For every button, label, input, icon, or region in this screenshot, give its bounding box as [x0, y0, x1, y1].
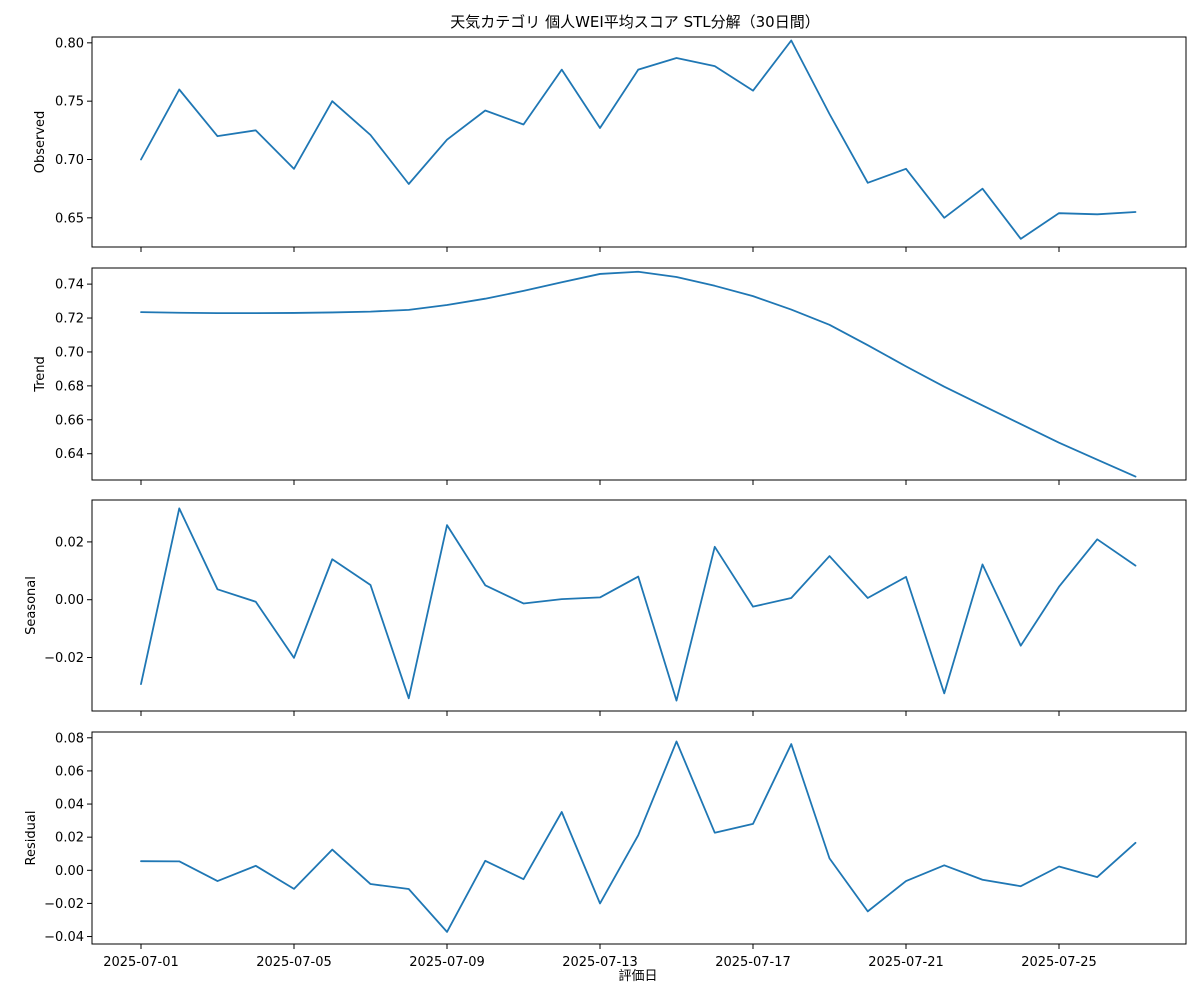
trend-axes-frame	[91, 267, 1187, 481]
observed-axes-frame	[91, 36, 1187, 248]
observed-ytick-label: 0.70	[55, 153, 84, 168]
trend-ytick-label: 0.74	[55, 278, 84, 293]
chart-title: 天気カテゴリ 個人WEI平均スコア STL分解（30日間）	[450, 13, 819, 31]
seasonal-ytick-label: −0.02	[44, 651, 84, 666]
xtick-label: 2025-07-17	[715, 955, 791, 970]
x-axis-label: 評価日	[618, 969, 657, 984]
xtick-label: 2025-07-13	[562, 955, 638, 970]
trend-ytick-label: 0.72	[55, 312, 84, 327]
xtick-label: 2025-07-05	[256, 955, 332, 970]
observed-ytick-label: 0.65	[55, 211, 84, 226]
residual-ytick-label: 0.00	[55, 864, 84, 879]
xtick-label: 2025-07-09	[409, 955, 485, 970]
residual-ytick-label: 0.08	[55, 731, 84, 746]
residual-series-line	[140, 740, 1137, 933]
observed-panel: 0.65 0.70 0.75 0.80 Observed	[33, 36, 1187, 252]
xtick-label: 2025-07-21	[868, 955, 944, 970]
seasonal-panel: −0.02 0.00 0.02 Seasonal	[24, 499, 1187, 716]
xtick-label: 2025-07-25	[1021, 955, 1097, 970]
seasonal-series-line	[140, 507, 1137, 702]
seasonal-ytick-label: 0.00	[55, 593, 84, 608]
seasonal-axes-frame	[91, 499, 1187, 712]
residual-ytick-label: −0.02	[44, 897, 84, 912]
trend-panel: 0.64 0.66 0.68 0.70 0.72 0.74 Trend	[33, 267, 1187, 485]
trend-ytick-label: 0.68	[55, 379, 84, 394]
trend-ylabel: Trend	[33, 356, 48, 393]
trend-ytick-label: 0.64	[55, 447, 84, 462]
residual-ytick-label: 0.02	[55, 831, 84, 846]
residual-ylabel: Residual	[24, 811, 39, 866]
seasonal-ytick-label: 0.02	[55, 535, 84, 550]
residual-axes-frame	[91, 731, 1187, 945]
observed-ytick-label: 0.80	[55, 36, 84, 51]
trend-series-line	[140, 270, 1137, 478]
observed-ylabel: Observed	[33, 111, 48, 174]
trend-ytick-label: 0.70	[55, 345, 84, 360]
observed-series-line	[140, 39, 1137, 240]
residual-ytick-label: −0.04	[44, 930, 84, 945]
xtick-label: 2025-07-01	[103, 955, 179, 970]
seasonal-ylabel: Seasonal	[24, 576, 39, 635]
residual-panel: −0.04 −0.02 0.00 0.02 0.04 0.06 0.08 Residual	[24, 731, 1187, 949]
panels-group: 0.65 0.70 0.75 0.80 Observed 0.64 0.66 0.68 0.70…	[24, 36, 1187, 949]
x-axis-ticks: 2025-07-01 2025-07-05 2025-07-09 2025-07-13…	[103, 955, 1097, 970]
trend-ytick-label: 0.66	[55, 413, 84, 428]
observed-ytick-label: 0.75	[55, 95, 84, 110]
residual-ytick-label: 0.06	[55, 764, 84, 779]
residual-ytick-label: 0.04	[55, 798, 84, 813]
